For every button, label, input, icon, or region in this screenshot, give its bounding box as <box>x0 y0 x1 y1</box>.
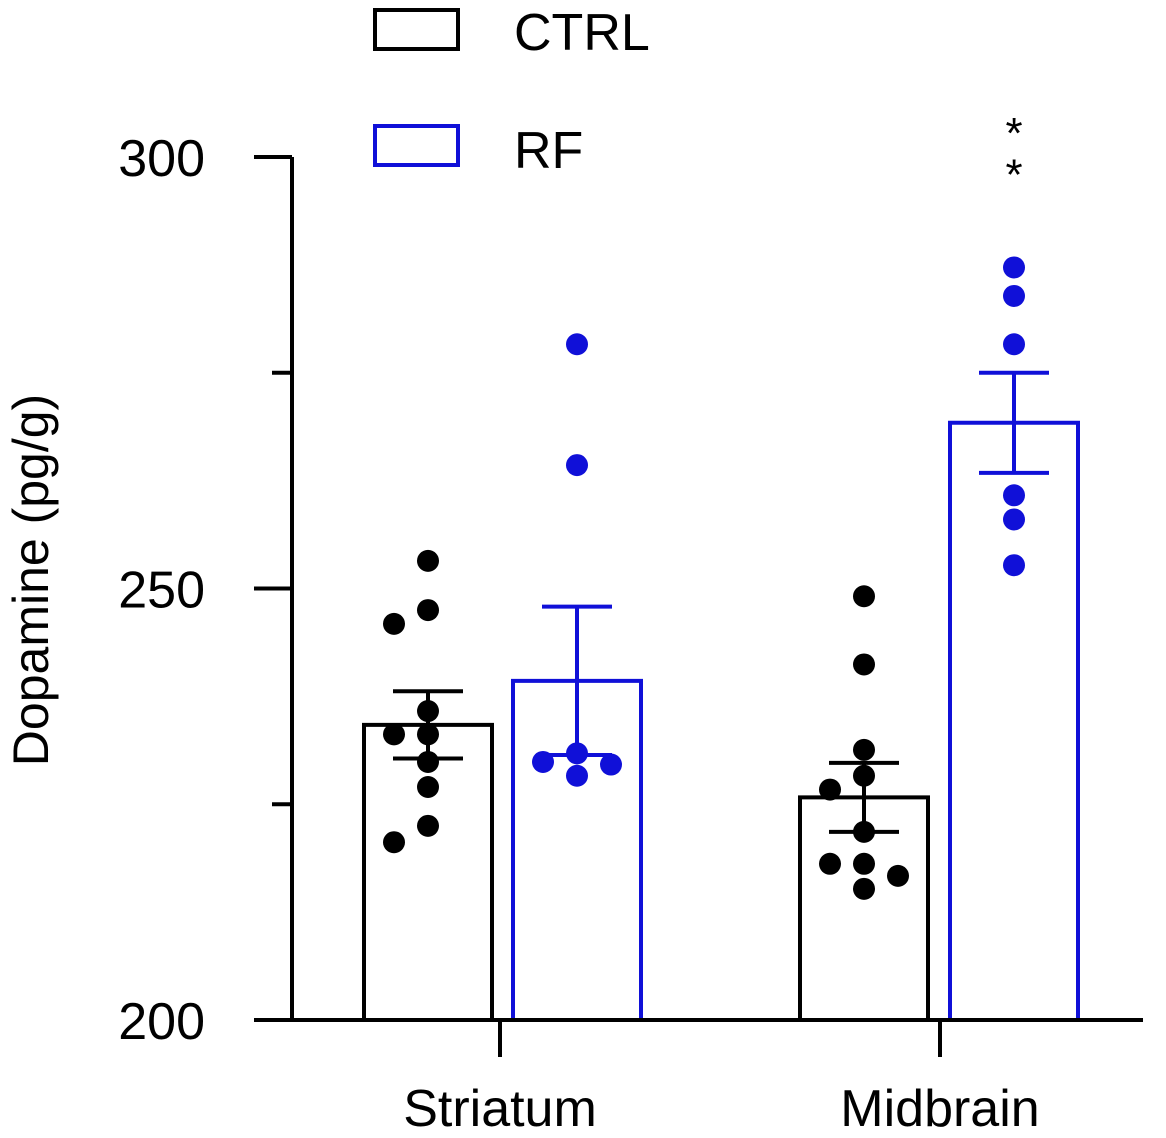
legend-label-ctrl: CTRL <box>514 4 650 62</box>
data-point-midbrain-ctrl-9 <box>853 877 875 900</box>
data-point-midbrain-rf-0 <box>1003 256 1025 279</box>
text-layer: Dopamine (pg/g) Striatum Midbrain CTRL R… <box>3 4 1040 1138</box>
data-points-layer <box>383 256 1025 900</box>
data-point-midbrain-rf-5 <box>1003 554 1025 577</box>
legend-swatch-ctrl <box>373 8 460 51</box>
significance-star-1: * <box>1005 109 1022 158</box>
legend-swatch-rf <box>373 124 460 167</box>
data-point-midbrain-ctrl-5 <box>853 820 875 843</box>
data-point-striatum-ctrl-8 <box>417 814 439 837</box>
data-point-striatum-ctrl-6 <box>417 750 439 773</box>
data-point-midbrain-ctrl-2 <box>853 738 875 761</box>
data-point-striatum-rf-3 <box>532 750 554 773</box>
data-point-striatum-ctrl-4 <box>417 723 439 746</box>
data-point-midbrain-ctrl-0 <box>853 585 875 608</box>
bars-layer <box>362 420 1080 1020</box>
data-point-striatum-rf-1 <box>566 454 588 477</box>
legend-label-rf: RF <box>514 122 583 180</box>
significance-star-2: * <box>1005 151 1022 200</box>
data-point-striatum-rf-5 <box>566 764 588 787</box>
y-tick-label-250: 250 <box>118 562 205 620</box>
y-tick-label-200: 200 <box>118 993 205 1051</box>
data-point-striatum-ctrl-0 <box>417 549 439 572</box>
data-point-midbrain-rf-1 <box>1003 284 1025 307</box>
y-tick-label-300: 300 <box>118 130 205 188</box>
axes-layer <box>254 155 1143 1057</box>
data-point-striatum-ctrl-3 <box>417 700 439 723</box>
data-point-midbrain-rf-2 <box>1003 333 1025 356</box>
data-point-striatum-rf-0 <box>566 333 588 356</box>
data-point-midbrain-ctrl-7 <box>819 852 841 875</box>
data-point-striatum-ctrl-7 <box>417 775 439 798</box>
data-point-striatum-ctrl-2 <box>383 612 405 635</box>
data-point-striatum-ctrl-1 <box>417 599 439 622</box>
data-point-midbrain-ctrl-3 <box>853 764 875 787</box>
y-axis-label: Dopamine (pg/g) <box>3 394 59 766</box>
legend <box>373 8 460 167</box>
data-point-midbrain-ctrl-6 <box>853 852 875 875</box>
data-point-striatum-ctrl-9 <box>383 831 405 854</box>
data-point-striatum-rf-4 <box>600 753 622 776</box>
data-point-midbrain-ctrl-8 <box>887 864 909 887</box>
data-point-midbrain-ctrl-1 <box>853 653 875 676</box>
data-point-striatum-rf-2 <box>566 742 588 765</box>
data-point-midbrain-rf-3 <box>1003 484 1025 507</box>
data-point-midbrain-ctrl-4 <box>819 778 841 801</box>
data-point-striatum-ctrl-5 <box>383 723 405 746</box>
x-tick-label-striatum: Striatum <box>403 1080 597 1138</box>
x-tick-label-midbrain: Midbrain <box>840 1080 1039 1138</box>
data-point-midbrain-rf-4 <box>1003 508 1025 531</box>
